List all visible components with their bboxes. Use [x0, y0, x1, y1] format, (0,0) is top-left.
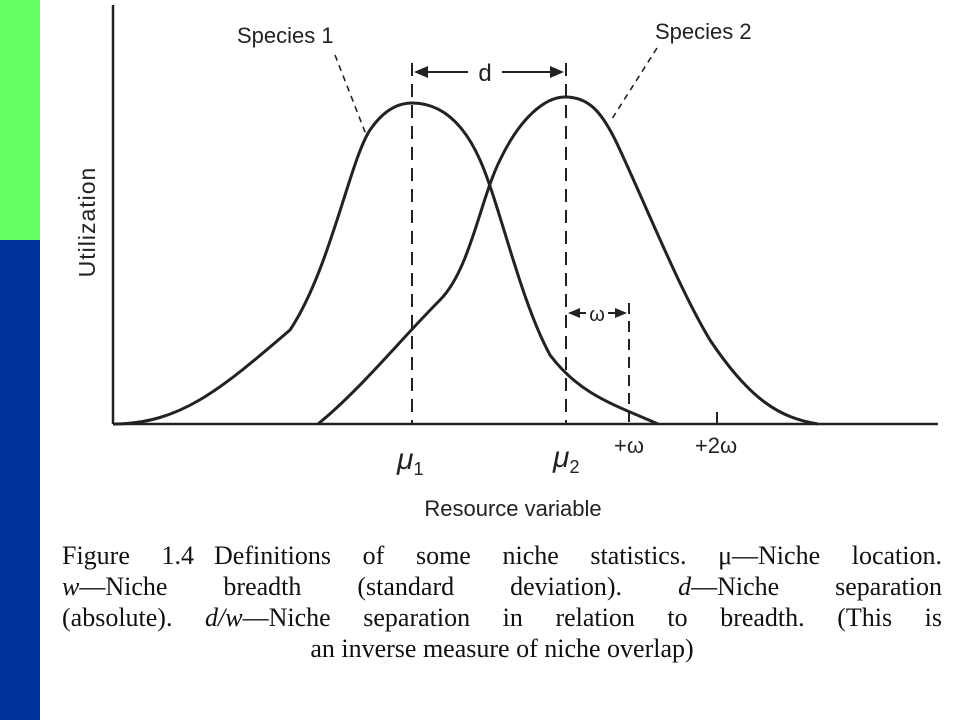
caption-line-3: (absolute). d/w—Niche separation in rela… [62, 602, 942, 633]
breadth-arrowhead-right [615, 308, 627, 318]
left-accent-bar-blue [0, 240, 40, 720]
plus-2w-tick-label: +2ω [695, 433, 737, 458]
breadth-label: ω [589, 304, 605, 326]
caption-line-4: an inverse measure of niche overlap) [310, 634, 694, 663]
caption-dw-symbol: d/w [205, 603, 243, 632]
caption-line-1-text: Definitions of some niche statistics. μ—… [214, 541, 943, 570]
left-accent-bar-green [0, 0, 40, 240]
species-2-leader [609, 47, 658, 123]
figure-caption: Figure 1.4 Definitions of some niche stat… [62, 540, 942, 664]
mu1-tick-label: μ1 [396, 443, 423, 479]
caption-line-2: w—Niche breadth (standard deviation). d—… [62, 571, 942, 602]
caption-line-3-text-b: —Niche separation in relation to breadth… [242, 603, 942, 632]
niche-diagram: d ω Species 1 Species 2 Utilization μ1 μ… [74, 5, 938, 521]
species-1-leader [334, 54, 368, 138]
figure-label: Figure 1.4 [62, 541, 195, 570]
caption-w-symbol: w [62, 572, 80, 601]
species-1-label: Species 1 [237, 23, 334, 48]
plus-w-tick-label: +ω [614, 433, 644, 458]
caption-line-3-text-a: (absolute). [62, 603, 173, 632]
species-2-label: Species 2 [655, 19, 752, 44]
species-2-curve [317, 95, 819, 426]
separation-label: d [478, 60, 491, 87]
y-axis-label: Utilization [74, 167, 100, 278]
x-axis-label: Resource variable [424, 496, 601, 521]
separation-arrowhead-right [550, 66, 564, 78]
caption-line-2-text-a: —Niche breadth (standard deviation). [79, 572, 623, 601]
separation-arrowhead-left [414, 66, 428, 78]
caption-d-symbol: d [678, 572, 692, 601]
mu2-tick-label: μ2 [552, 441, 579, 477]
breadth-arrowhead-left [568, 308, 580, 318]
caption-line-1: Figure 1.4 Definitions of some niche stat… [62, 540, 942, 571]
species-1-curve [112, 101, 659, 426]
caption-line-2-text-b: —Niche separation [691, 572, 942, 601]
